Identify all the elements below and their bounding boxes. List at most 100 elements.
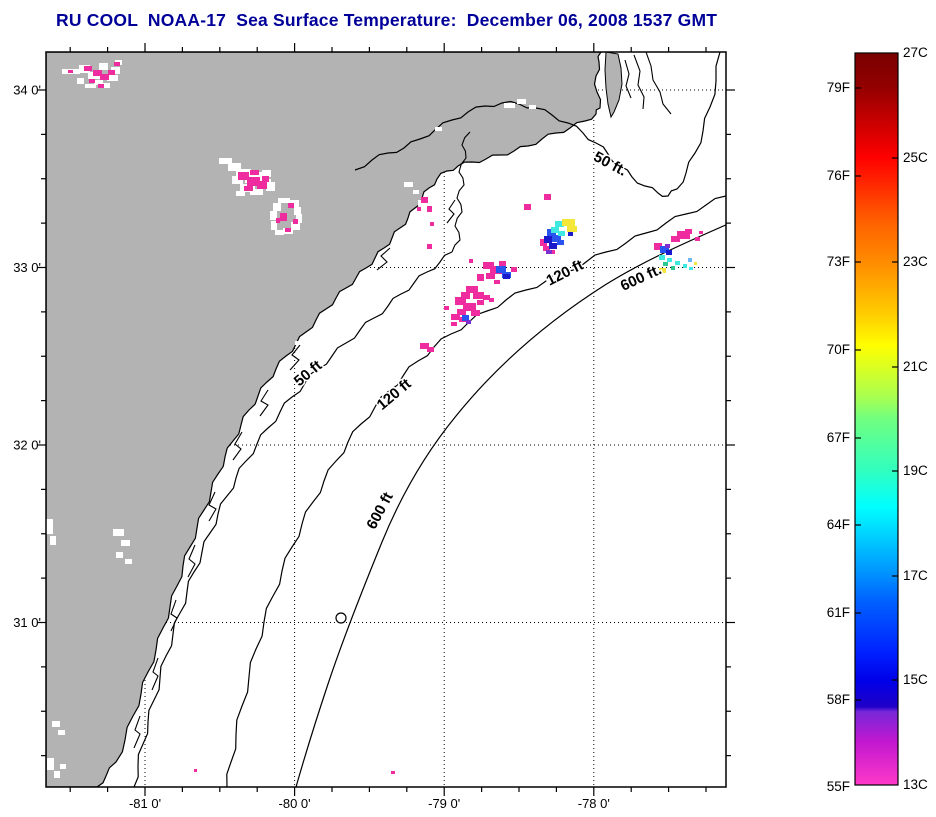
sst-pixel (52, 721, 60, 727)
land-mass (46, 52, 602, 787)
sst-pixel (695, 237, 700, 241)
sst-pixel (665, 244, 670, 248)
sst-pixel (262, 170, 271, 177)
sst-pixel (46, 519, 53, 534)
patch-sst-magenta (68, 62, 703, 774)
sst-pixel (524, 204, 531, 210)
sst-pixel (236, 191, 245, 196)
sst-pixel (471, 310, 480, 316)
sst-pixel (473, 292, 484, 299)
sst-pixel (694, 262, 697, 265)
sst-pixel (660, 246, 669, 253)
sst-pixel (417, 207, 421, 211)
colorbar-label-fahrenheit: 61F (827, 605, 850, 620)
sst-pixel (278, 198, 290, 203)
sst-pixel (430, 222, 434, 226)
sst-pixel (250, 189, 263, 195)
colorbar-label-celsius: 21C (903, 359, 928, 374)
sst-pixel (666, 250, 672, 255)
sst-pixel (47, 758, 54, 770)
colorbar-label-fahrenheit: 55F (827, 779, 850, 794)
coastal-squiggle (446, 199, 456, 224)
sst-pixel (444, 306, 449, 310)
sst-pixel (489, 298, 494, 302)
sst-pixel (420, 343, 429, 349)
sst-pixel (114, 62, 120, 66)
sst-pixel (293, 219, 298, 224)
sst-pixel (486, 273, 495, 279)
sst-pixel (671, 236, 680, 242)
sst-pixel (262, 176, 269, 182)
sst-pixel (671, 266, 675, 270)
sst-pixel (558, 231, 565, 236)
sst-pixel (275, 230, 284, 235)
colorbar-label-celsius: 23C (903, 254, 928, 269)
coastal-squiggle (624, 59, 632, 99)
sst-pixel (504, 103, 515, 108)
sst-pixel (552, 235, 561, 242)
y-axis-label: 34 0' (13, 83, 41, 98)
colorbar-label-fahrenheit: 64F (827, 517, 850, 532)
sst-pixel (549, 243, 557, 249)
sst-pixel (266, 182, 275, 191)
sst-pixel (663, 262, 668, 266)
sst-pixel (108, 70, 115, 75)
colorbar-label-celsius: 13C (903, 777, 928, 792)
sst-pixel (77, 78, 84, 84)
patch-sst-purple (466, 244, 670, 324)
contour-600ft (295, 224, 726, 787)
sst-pixel (219, 158, 232, 164)
colorbar-label-fahrenheit: 76F (827, 168, 850, 183)
y-axis-label: 31 0' (13, 615, 41, 630)
coastal-squiggle (133, 715, 141, 749)
sst-pixel (462, 315, 469, 321)
sst-pixel (477, 274, 484, 281)
sst-pixel (496, 266, 506, 273)
sst-pixel (540, 239, 547, 246)
sst-pixel (427, 244, 432, 249)
sst-pixel (659, 255, 665, 260)
sst-pixel (418, 200, 423, 206)
sst-pixel (116, 552, 123, 558)
sst-pixel (273, 203, 281, 211)
sst-pixel (103, 83, 110, 88)
sst-pixel (667, 258, 672, 262)
sst-pixel (683, 264, 687, 268)
sst-pixel (463, 303, 476, 311)
sst-pixel (699, 231, 703, 234)
colorbar-label-fahrenheit: 67F (827, 430, 850, 445)
patch-sst-teal (663, 262, 675, 270)
sst-pixel (457, 309, 466, 315)
patch-sst-yellow (562, 219, 697, 273)
sst-pixel (111, 67, 120, 74)
sst-pixel (511, 267, 517, 272)
colorbar (854, 52, 899, 786)
sst-pixel (107, 75, 118, 81)
patch-sst-navy (503, 231, 672, 279)
sst-pixel (503, 274, 510, 279)
sst-pixel (466, 320, 471, 324)
patch-sst-lightblue (688, 258, 692, 262)
sst-pixel (688, 258, 692, 262)
sst-pixel (517, 99, 526, 104)
river-east-bank-peninsula (604, 52, 623, 119)
sst-pixel (451, 322, 457, 326)
colorbar-ticks (855, 87, 898, 701)
sst-pixel (94, 80, 103, 85)
sst-pixel (675, 261, 680, 265)
contour-50ft-north (354, 52, 721, 198)
sst-pixel (68, 70, 73, 73)
sst-data-patches (46, 60, 703, 778)
colorbar-label-fahrenheit: 79F (827, 80, 850, 95)
sst-pixel (247, 177, 260, 186)
sst-pixel (494, 280, 500, 284)
page-title: RU COOL NOAA-17 Sea Surface Temperature:… (56, 10, 718, 30)
y-axis-label: 32 0' (13, 438, 41, 453)
colorbar-label-fahrenheit: 73F (827, 254, 850, 269)
colorbar-label-fahrenheit: 70F (827, 342, 850, 357)
sst-pixel (413, 190, 419, 194)
coastal-squiggle (232, 431, 243, 461)
sst-pixel (238, 172, 249, 180)
sst-pixel (276, 218, 280, 223)
sst-pixel (469, 259, 473, 263)
